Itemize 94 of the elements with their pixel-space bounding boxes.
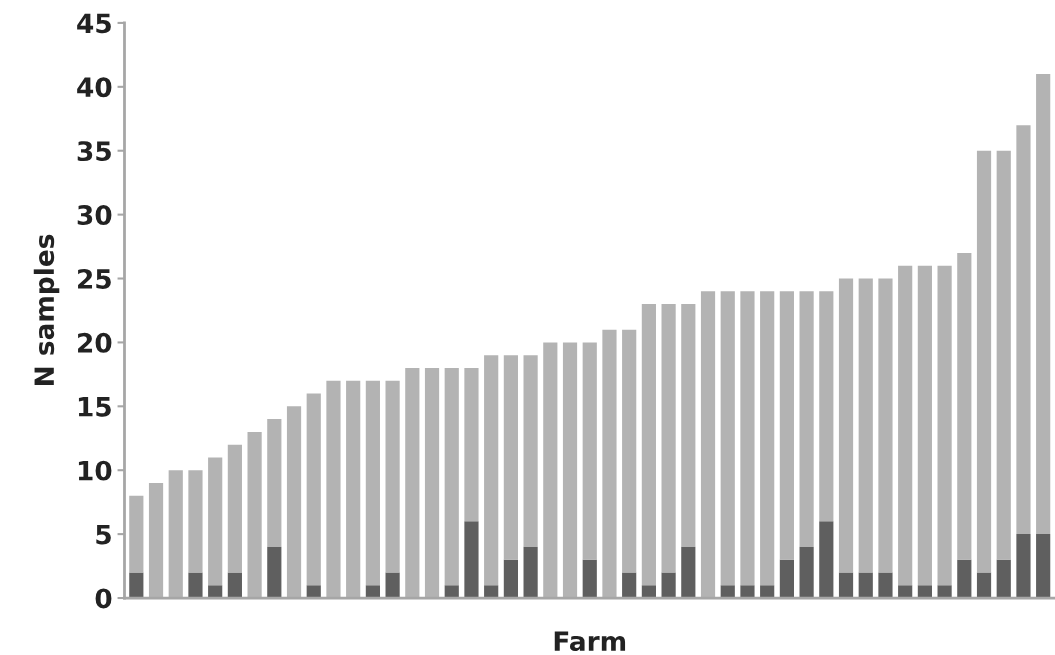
bar	[819, 291, 834, 522]
bar	[957, 559, 972, 599]
bar	[838, 278, 854, 573]
bar	[661, 304, 676, 573]
bar	[760, 585, 775, 599]
y-tick-label: 15	[78, 397, 111, 417]
bar	[976, 150, 992, 573]
bar	[661, 572, 676, 599]
bar	[306, 585, 321, 599]
bar	[779, 559, 794, 599]
y-tick-label: 30	[77, 205, 112, 226]
bar	[1016, 125, 1031, 535]
bar	[622, 329, 637, 573]
bar	[681, 304, 696, 547]
bar	[760, 291, 775, 586]
bar	[444, 585, 459, 599]
bar	[148, 483, 164, 599]
bar	[208, 585, 223, 599]
bar	[740, 291, 755, 586]
bar	[878, 572, 893, 599]
y-tick-label: 0	[95, 588, 112, 609]
y-tick-label: 10	[78, 460, 112, 481]
bar	[582, 559, 597, 599]
bar	[641, 304, 656, 586]
bar	[247, 431, 262, 599]
bar	[1016, 534, 1031, 599]
bar	[503, 559, 518, 599]
bar	[464, 521, 479, 599]
bar	[799, 291, 814, 547]
bar	[503, 355, 518, 560]
bar	[208, 457, 223, 586]
bar	[1036, 74, 1051, 535]
bar	[523, 546, 538, 599]
bar	[1036, 534, 1051, 599]
bar	[484, 585, 499, 599]
bar	[740, 585, 755, 599]
bar	[976, 572, 992, 599]
y-tick-label: 20	[78, 332, 112, 353]
bar	[129, 572, 144, 599]
y-axis-title: N samples	[33, 234, 60, 385]
y-tick-label: 35	[77, 141, 111, 162]
bar	[957, 252, 972, 560]
bar	[937, 265, 952, 586]
bar	[917, 585, 932, 599]
bar	[898, 585, 913, 599]
bar	[267, 419, 282, 547]
bar	[819, 521, 834, 599]
bar	[405, 367, 420, 599]
bar	[898, 265, 913, 586]
bar	[543, 342, 558, 599]
bar	[838, 572, 854, 599]
bar	[700, 291, 716, 599]
x-axis-title: Farm	[554, 631, 626, 652]
bar	[365, 585, 380, 599]
bar	[365, 380, 380, 586]
bar	[346, 380, 361, 599]
y-tick-label: 40	[77, 77, 112, 98]
bar	[267, 546, 282, 599]
bar	[937, 585, 952, 599]
bar	[286, 406, 302, 599]
bar	[878, 278, 893, 573]
bar	[917, 265, 932, 586]
bar	[996, 150, 1011, 560]
bar	[799, 546, 814, 599]
bar	[996, 559, 1011, 599]
bar	[858, 572, 873, 599]
bar	[484, 355, 499, 586]
bar	[385, 572, 400, 599]
bar	[779, 291, 794, 560]
y-tick-label: 25	[78, 268, 111, 289]
bar	[444, 367, 459, 586]
bar	[562, 342, 578, 599]
bar	[602, 329, 617, 599]
bar	[326, 380, 341, 599]
bar	[523, 355, 538, 547]
bar	[385, 380, 400, 573]
bar	[720, 585, 735, 599]
bar	[641, 585, 656, 599]
y-tick-label: 45	[77, 13, 111, 34]
bar	[622, 572, 637, 599]
bar	[582, 342, 597, 560]
bar	[681, 546, 696, 599]
bar	[464, 367, 479, 522]
bar	[168, 470, 183, 599]
bar	[858, 278, 873, 573]
bar	[720, 291, 735, 586]
bar	[424, 367, 440, 599]
bar	[227, 444, 242, 573]
bar	[188, 470, 203, 573]
bar	[227, 572, 242, 599]
y-tick-label: 5	[96, 524, 111, 545]
bar	[306, 393, 321, 586]
bar	[188, 572, 203, 599]
bar	[129, 495, 144, 573]
